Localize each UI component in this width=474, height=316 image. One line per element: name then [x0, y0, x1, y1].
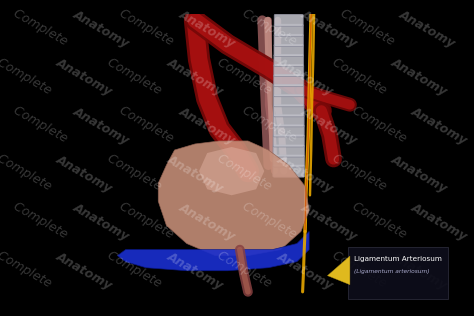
Text: Complete: Complete: [11, 200, 73, 244]
Text: Complete: Complete: [105, 55, 167, 99]
Text: Complete: Complete: [11, 104, 73, 147]
Text: Anatomy: Anatomy: [274, 153, 335, 195]
FancyBboxPatch shape: [273, 155, 304, 167]
Text: Anatomy: Anatomy: [299, 104, 360, 147]
Text: Anatomy: Anatomy: [71, 201, 131, 244]
FancyBboxPatch shape: [274, 34, 303, 46]
FancyBboxPatch shape: [274, 24, 303, 36]
Text: Complete: Complete: [105, 248, 167, 292]
Text: Complete: Complete: [118, 104, 180, 147]
FancyBboxPatch shape: [273, 115, 304, 127]
FancyBboxPatch shape: [273, 135, 304, 147]
Text: Complete: Complete: [329, 248, 392, 292]
Text: Complete: Complete: [215, 55, 277, 99]
Text: Complete: Complete: [240, 200, 302, 244]
FancyBboxPatch shape: [273, 125, 304, 137]
FancyBboxPatch shape: [274, 44, 303, 57]
Text: Anatomy: Anatomy: [397, 8, 457, 51]
Text: Complete: Complete: [0, 248, 57, 292]
Text: Complete: Complete: [118, 200, 180, 244]
Text: Complete: Complete: [329, 55, 392, 99]
Text: Anatomy: Anatomy: [55, 56, 115, 99]
Text: Complete: Complete: [118, 7, 180, 51]
Text: Complete: Complete: [337, 7, 400, 51]
Text: Complete: Complete: [350, 200, 412, 244]
Text: Ligamentum Arteriosum: Ligamentum Arteriosum: [354, 256, 442, 262]
FancyBboxPatch shape: [348, 246, 448, 299]
FancyBboxPatch shape: [273, 85, 304, 97]
Text: Complete: Complete: [240, 104, 302, 147]
Text: Anatomy: Anatomy: [177, 104, 237, 147]
Polygon shape: [158, 141, 309, 256]
Text: Complete: Complete: [215, 248, 277, 292]
Text: (Ligamentum arteriosum): (Ligamentum arteriosum): [354, 269, 429, 274]
Text: Complete: Complete: [350, 104, 412, 147]
Text: Complete: Complete: [240, 7, 302, 51]
Text: Complete: Complete: [11, 7, 73, 51]
Polygon shape: [118, 232, 309, 271]
Text: Anatomy: Anatomy: [389, 249, 449, 292]
Text: Anatomy: Anatomy: [409, 201, 470, 244]
Text: Anatomy: Anatomy: [55, 153, 115, 195]
Text: Anatomy: Anatomy: [177, 201, 237, 244]
FancyBboxPatch shape: [273, 165, 305, 177]
Text: Complete: Complete: [0, 152, 57, 195]
Text: Complete: Complete: [105, 152, 167, 195]
Text: Anatomy: Anatomy: [164, 249, 225, 292]
FancyBboxPatch shape: [273, 145, 304, 157]
Text: Anatomy: Anatomy: [274, 56, 335, 99]
Text: Anatomy: Anatomy: [299, 201, 360, 244]
Text: Complete: Complete: [215, 152, 277, 195]
FancyBboxPatch shape: [273, 95, 304, 107]
Text: Anatomy: Anatomy: [164, 56, 225, 99]
Text: Anatomy: Anatomy: [274, 249, 335, 292]
Text: Anatomy: Anatomy: [177, 8, 237, 51]
Text: Anatomy: Anatomy: [389, 56, 449, 99]
Text: Anatomy: Anatomy: [299, 8, 360, 51]
FancyBboxPatch shape: [273, 105, 304, 117]
Text: Anatomy: Anatomy: [164, 153, 225, 195]
Text: Complete: Complete: [0, 55, 57, 99]
Text: Complete: Complete: [329, 152, 392, 195]
Text: Anatomy: Anatomy: [409, 104, 470, 147]
Polygon shape: [328, 256, 350, 285]
FancyBboxPatch shape: [273, 75, 304, 87]
Text: Anatomy: Anatomy: [55, 249, 115, 292]
FancyBboxPatch shape: [274, 54, 303, 66]
Text: Anatomy: Anatomy: [71, 8, 131, 51]
Text: Anatomy: Anatomy: [389, 153, 449, 195]
Polygon shape: [199, 147, 264, 195]
Text: Anatomy: Anatomy: [71, 104, 131, 147]
FancyBboxPatch shape: [274, 64, 304, 76]
FancyBboxPatch shape: [274, 14, 303, 26]
